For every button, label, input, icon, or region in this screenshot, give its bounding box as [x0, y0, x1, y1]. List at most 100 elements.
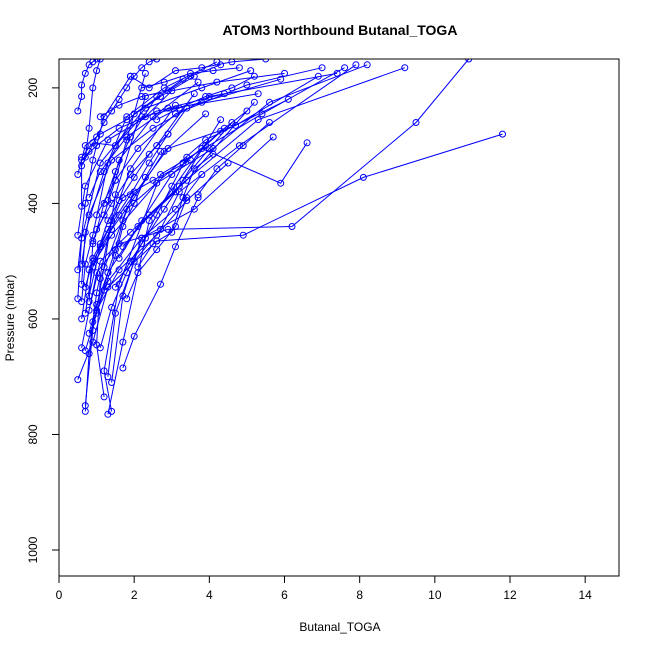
data-point [108, 407, 116, 415]
x-tick-label: 12 [503, 588, 517, 602]
data-point [93, 301, 101, 308]
series-line [88, 159, 191, 296]
data-point [89, 139, 97, 147]
data-point [141, 69, 149, 77]
data-point [235, 64, 243, 72]
data-point [115, 197, 123, 204]
data-point [243, 107, 251, 115]
data-point [172, 110, 179, 118]
data-point [100, 367, 108, 375]
data-series-35 [108, 171, 206, 386]
data-point [123, 116, 131, 124]
data-point [104, 217, 112, 225]
data-point [168, 171, 176, 178]
x-tick-label: 4 [206, 588, 213, 602]
data-point [213, 165, 221, 173]
data-point [93, 211, 101, 219]
data-point [465, 59, 473, 63]
data-point [239, 231, 247, 239]
data-point [134, 145, 142, 152]
data-point [126, 72, 134, 80]
data-point [104, 373, 112, 381]
x-tick-label: 2 [131, 588, 138, 602]
plot-data-layer [74, 59, 506, 418]
data-point [115, 266, 123, 274]
series-line [114, 122, 233, 288]
data-point [81, 142, 89, 150]
data-point [130, 199, 138, 207]
data-point [157, 147, 164, 155]
data-point [266, 119, 273, 126]
series-line [77, 76, 131, 270]
data-point [160, 205, 168, 213]
data-point [284, 95, 292, 103]
data-point [363, 61, 371, 69]
data-point [100, 263, 108, 271]
x-axis: 0 2 4 6 8 10 12 14 [56, 575, 592, 602]
y-tick-label: 200 [26, 78, 40, 98]
data-point [190, 90, 198, 98]
data-point [89, 156, 97, 164]
data-point [228, 59, 236, 66]
data-point [78, 153, 86, 161]
data-point [153, 211, 161, 219]
series-line [126, 197, 188, 299]
data-point [401, 64, 409, 72]
data-point [172, 223, 179, 230]
y-tick-label: 400 [26, 193, 40, 213]
data-point [108, 303, 116, 311]
data-point [183, 194, 191, 202]
data-point [220, 124, 228, 132]
data-point [175, 104, 183, 112]
data-point [157, 225, 164, 233]
data-point [269, 133, 277, 141]
data-point [198, 64, 206, 72]
series-line [96, 162, 229, 311]
data-point [115, 124, 123, 132]
data-point [89, 240, 97, 248]
data-point [145, 59, 153, 66]
chart-title: ATOM3 Northbound Butanal_TOGA [223, 22, 458, 38]
data-point [149, 176, 157, 184]
data-point [194, 191, 202, 199]
data-point [277, 75, 285, 83]
data-point [160, 78, 168, 86]
y-tick-label: 1000 [26, 536, 40, 563]
data-point [217, 61, 225, 69]
data-point [153, 246, 161, 254]
series-line [103, 151, 161, 291]
series-line [182, 110, 248, 164]
data-point [85, 194, 93, 202]
data-point [209, 150, 217, 158]
data-series-40 [126, 59, 270, 92]
data-point [187, 69, 194, 77]
data-point [89, 263, 97, 271]
data-point [74, 171, 82, 178]
data-point [74, 295, 82, 303]
series-line [92, 73, 146, 242]
data-point [175, 188, 183, 196]
data-point [179, 176, 187, 184]
data-point [288, 223, 296, 230]
series-line [88, 96, 158, 302]
data-point [412, 119, 420, 126]
data-point [74, 107, 82, 115]
data-point [209, 67, 217, 75]
data-point [126, 133, 134, 141]
series-line [84, 104, 176, 412]
data-point [262, 59, 270, 63]
data-point [164, 87, 172, 95]
data-point [111, 309, 119, 317]
data-point [138, 64, 146, 72]
data-point [74, 231, 82, 239]
series-line [156, 75, 255, 121]
data-point [202, 142, 210, 150]
data-point [213, 78, 221, 86]
data-point [130, 332, 138, 340]
data-point [123, 84, 131, 92]
data-point [277, 179, 285, 187]
data-point [217, 116, 225, 124]
data-point [179, 159, 187, 167]
data-point [202, 93, 210, 100]
